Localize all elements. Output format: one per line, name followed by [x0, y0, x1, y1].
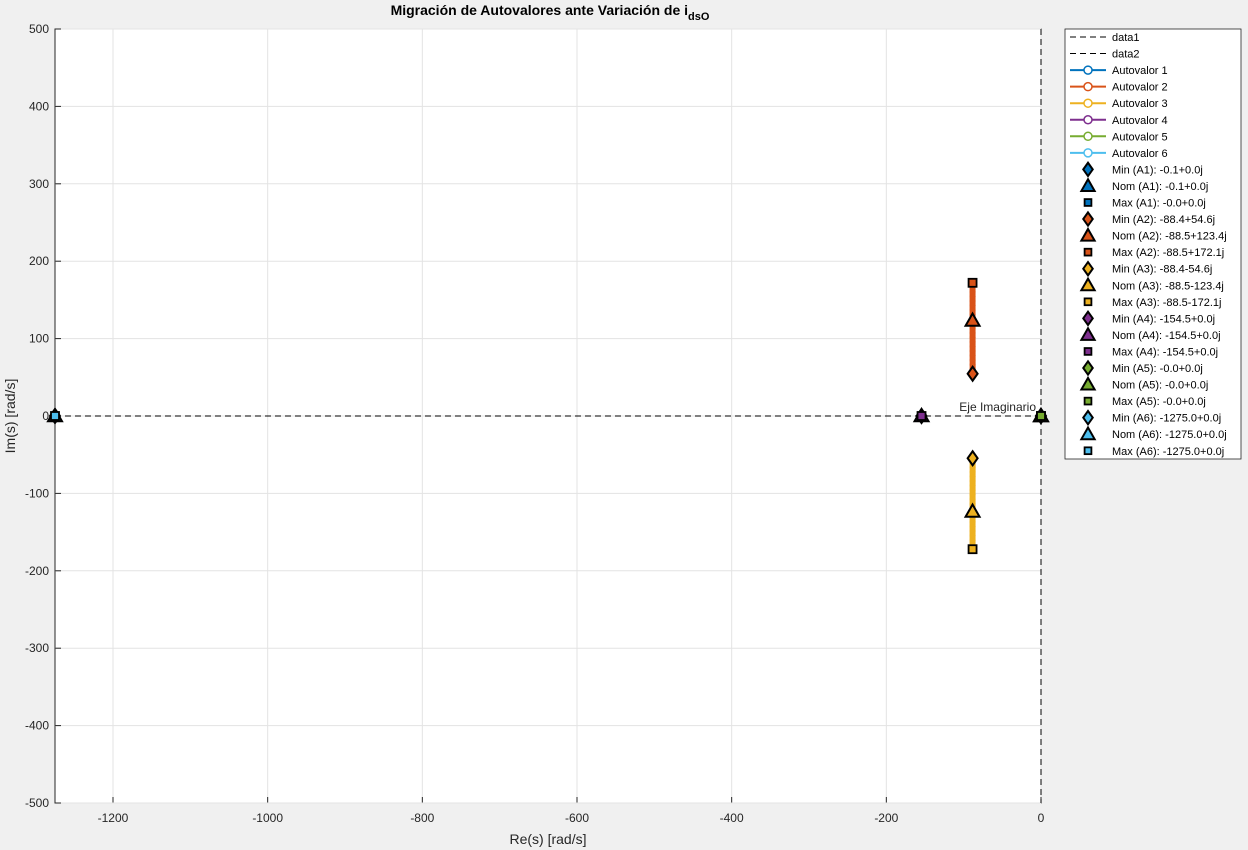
legend-entry-label: Min (A4): -154.5+0.0j — [1112, 313, 1215, 325]
x-tick-label: -400 — [720, 811, 744, 825]
legend-entry-label: Nom (A6): -1275.0+0.0j — [1112, 429, 1227, 441]
y-tick-label: 400 — [29, 99, 49, 113]
legend-entry-label: Autovalor 6 — [1112, 148, 1168, 160]
y-tick-label: 200 — [29, 254, 49, 268]
legend-entry-label: Max (A2): -88.5+172.1j — [1112, 247, 1224, 259]
legend: data1 data2 Autovalor 1 Autovalor 2 Autovalo… — [1064, 28, 1242, 460]
legend-entry-label: Nom (A1): -0.1+0.0j — [1112, 181, 1208, 193]
reference-lines — [55, 29, 1042, 803]
legend-entry-label: Min (A5): -0.0+0.0j — [1112, 363, 1203, 375]
x-tick-label: -600 — [565, 811, 589, 825]
legend-entry-label: Autovalor 5 — [1112, 131, 1168, 143]
y-tick-label: 300 — [29, 177, 49, 191]
square-marker — [916, 411, 927, 421]
y-tick-label: 0 — [42, 409, 49, 423]
legend-entry-label: Max (A5): -0.0+0.0j — [1112, 396, 1206, 408]
x-tick-label: -800 — [410, 811, 434, 825]
legend-entry-label: Min (A6): -1275.0+0.0j — [1112, 413, 1221, 425]
triangle-marker — [1079, 326, 1097, 341]
x-tick-labels: -1200 -1000 -800 -600 -400 -200 0 — [98, 811, 1045, 825]
legend-entry-label: Nom (A2): -88.5+123.4j — [1112, 231, 1227, 243]
triangle-marker — [963, 502, 982, 518]
data-markers — [46, 277, 1050, 555]
legend-entry-label: Max (A4): -154.5+0.0j — [1112, 346, 1218, 358]
legend-entry-label: Max (A1): -0.0+0.0j — [1112, 198, 1206, 210]
square-marker — [1036, 411, 1046, 421]
legend-swatch-circle — [1083, 81, 1093, 92]
y-tick-labels: -500 -400 -300 -200 -100 0 100 200 300 400 500 — [25, 22, 49, 810]
square-marker — [1083, 297, 1093, 307]
legend-entry-label: Max (A6): -1275.0+0.0j — [1112, 446, 1224, 458]
triangle-marker — [1079, 425, 1097, 441]
square-marker — [967, 277, 978, 288]
legend-entry-label: Min (A1): -0.1+0.0j — [1112, 164, 1203, 176]
y-tick-label: -300 — [25, 641, 49, 655]
square-marker — [1083, 247, 1093, 257]
diamond-marker — [966, 365, 979, 383]
triangle-marker — [1079, 226, 1097, 242]
legend-swatch-circle — [1083, 131, 1093, 142]
y-tick-label: 100 — [29, 332, 49, 346]
legend-entry-label: Nom (A5): -0.0+0.0j — [1112, 380, 1208, 392]
square-marker — [1083, 446, 1093, 456]
legend-entry-label: Nom (A4): -154.5+0.0j — [1112, 330, 1221, 342]
square-marker — [1083, 347, 1093, 356]
legend-entry-label: Autovalor 3 — [1112, 98, 1168, 110]
y-tick-label: -400 — [25, 719, 49, 733]
triangle-marker — [1079, 177, 1097, 192]
imaginary-axis-annotation: Eje Imaginario — [959, 400, 1036, 414]
y-axis-label: Im(s) [rad/s] — [2, 379, 18, 454]
triangle-marker — [963, 311, 982, 327]
legend-swatch-circle — [1083, 115, 1093, 125]
y-tick-label: -500 — [25, 796, 49, 810]
y-tick-label: -200 — [25, 564, 49, 578]
diamond-marker — [1082, 210, 1094, 228]
y-tick-label: -100 — [25, 486, 49, 500]
x-tick-label: -200 — [874, 811, 898, 825]
legend-entry-label: Nom (A3): -88.5-123.4j — [1112, 280, 1224, 292]
legend-entry-label: Max (A3): -88.5-172.1j — [1112, 297, 1221, 309]
diamond-marker — [966, 449, 979, 467]
x-tick-label: -1200 — [98, 811, 129, 825]
legend-entry-label: Autovalor 1 — [1112, 65, 1168, 77]
diamond-marker — [1082, 161, 1094, 178]
square-marker — [1083, 396, 1093, 406]
square-marker — [1083, 198, 1093, 207]
x-axis-label: Re(s) [rad/s] — [509, 831, 586, 847]
diamond-marker — [1082, 409, 1094, 427]
legend-entry-label: data1 — [1112, 32, 1140, 44]
x-tick-label: 0 — [1038, 811, 1045, 825]
square-marker — [967, 544, 978, 555]
square-marker — [50, 411, 60, 421]
x-tick-label: -1000 — [252, 811, 283, 825]
diamond-marker — [1082, 260, 1094, 278]
diamond-marker — [1082, 359, 1094, 377]
triangle-marker — [1079, 375, 1097, 391]
chart-title: Migración de Autovalores ante Variación … — [391, 2, 710, 23]
legend-swatch-circle — [1083, 65, 1093, 75]
y-tick-label: 500 — [29, 22, 49, 36]
legend-entry-label: Autovalor 2 — [1112, 82, 1168, 94]
triangle-marker — [1079, 276, 1097, 292]
legend-entry-label: Min (A3): -88.4-54.6j — [1112, 264, 1212, 276]
legend-entry-label: Min (A2): -88.4+54.6j — [1112, 214, 1215, 226]
legend-swatch-circle — [1083, 98, 1093, 108]
legend-entry-label: Autovalor 4 — [1112, 115, 1168, 127]
legend-entry-label: data2 — [1112, 49, 1140, 61]
diamond-marker — [1082, 309, 1094, 327]
legend-swatch-circle — [1083, 148, 1093, 158]
